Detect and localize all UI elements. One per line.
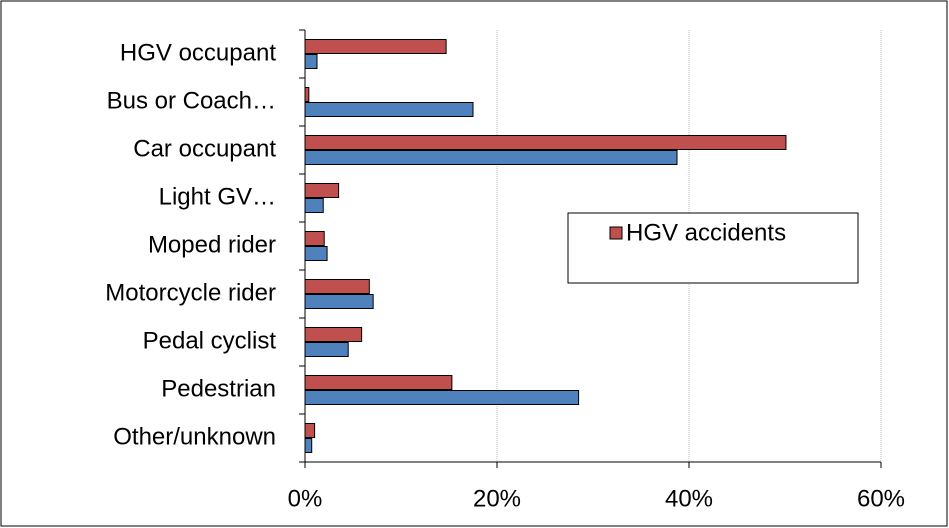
bar <box>304 438 313 453</box>
y-tick-label: HGV occupant <box>120 39 276 66</box>
bar <box>304 342 349 357</box>
legend-swatch <box>609 226 623 240</box>
bar <box>304 183 340 198</box>
y-tick-label: Motorcycle rider <box>105 279 276 306</box>
x-tick-label: 40% <box>665 485 713 512</box>
bar <box>304 294 374 309</box>
y-tick-label: Pedestrian <box>161 375 276 402</box>
y-tick-label: Other/unknown <box>113 423 276 450</box>
y-tick-label: Light GV… <box>159 183 276 210</box>
bar <box>304 87 310 102</box>
bar <box>304 54 318 69</box>
y-tick-label: Moped rider <box>148 231 276 258</box>
bar <box>304 198 324 213</box>
bar <box>304 390 580 405</box>
bar <box>304 423 316 438</box>
y-tick-label: Bus or Coach… <box>107 87 276 114</box>
x-tick-label: 60% <box>857 485 905 512</box>
bar <box>304 231 325 246</box>
bar <box>304 246 328 261</box>
bar <box>304 39 447 54</box>
y-tick-label: Pedal cyclist <box>143 327 277 354</box>
bar <box>304 135 787 150</box>
legend-label: HGV accidents <box>626 219 786 246</box>
x-tick-label: 0% <box>288 485 323 512</box>
bar <box>304 375 453 390</box>
y-tick-label: Car occupant <box>133 135 276 162</box>
x-tick-label: 20% <box>473 485 521 512</box>
legend <box>567 212 859 284</box>
bar <box>304 102 474 117</box>
bar <box>304 327 363 342</box>
bar <box>304 150 678 165</box>
bar <box>304 279 370 294</box>
